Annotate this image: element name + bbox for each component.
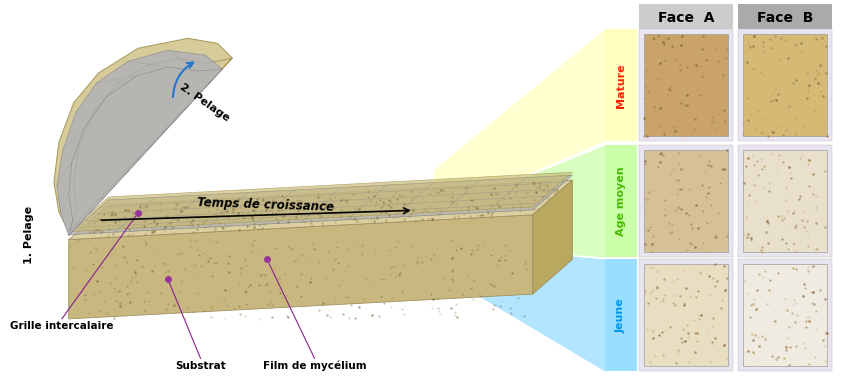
Polygon shape [532, 180, 571, 294]
Text: 1. Pelage: 1. Pelage [24, 206, 34, 264]
Text: Mature: Mature [615, 63, 625, 108]
Text: Face  A: Face A [657, 10, 713, 25]
FancyBboxPatch shape [604, 146, 636, 257]
Polygon shape [433, 29, 604, 215]
FancyBboxPatch shape [638, 29, 732, 141]
Text: Face  B: Face B [756, 10, 812, 25]
FancyBboxPatch shape [643, 151, 728, 252]
Text: Age moyen: Age moyen [615, 167, 625, 236]
FancyBboxPatch shape [737, 259, 831, 371]
FancyBboxPatch shape [638, 3, 732, 29]
FancyBboxPatch shape [643, 264, 728, 366]
FancyBboxPatch shape [638, 259, 732, 371]
FancyBboxPatch shape [604, 29, 636, 141]
FancyBboxPatch shape [737, 146, 831, 257]
Polygon shape [68, 172, 571, 232]
FancyBboxPatch shape [742, 34, 826, 137]
Polygon shape [433, 146, 604, 257]
Polygon shape [68, 180, 571, 240]
Text: Film de mycélium: Film de mycélium [262, 361, 366, 371]
FancyBboxPatch shape [737, 3, 831, 29]
Polygon shape [68, 215, 532, 319]
FancyBboxPatch shape [737, 29, 831, 141]
Text: Grille intercalaire: Grille intercalaire [10, 321, 113, 331]
FancyBboxPatch shape [742, 151, 826, 252]
Text: 2. Pelage: 2. Pelage [177, 82, 231, 124]
Text: Jeune: Jeune [615, 298, 625, 333]
FancyBboxPatch shape [643, 34, 728, 137]
Polygon shape [57, 50, 222, 235]
Text: Substrat: Substrat [175, 361, 225, 371]
Polygon shape [54, 38, 232, 232]
FancyBboxPatch shape [742, 264, 826, 366]
Polygon shape [68, 175, 571, 235]
FancyBboxPatch shape [638, 146, 732, 257]
Polygon shape [433, 245, 604, 371]
FancyBboxPatch shape [604, 259, 636, 371]
Text: Temps de croissance: Temps de croissance [197, 196, 334, 213]
